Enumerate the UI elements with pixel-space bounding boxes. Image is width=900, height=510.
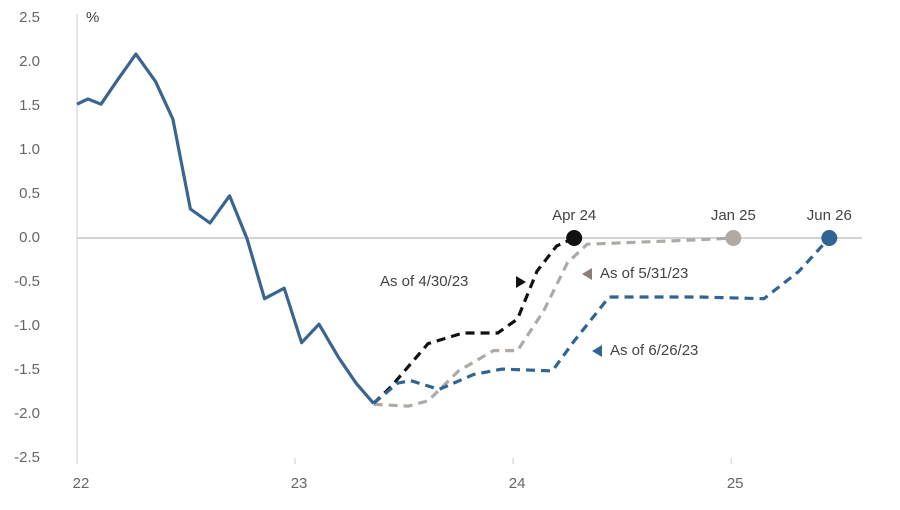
pointer xyxy=(592,345,602,357)
y-tick-label: 0.5 xyxy=(19,185,40,202)
y-tick-label: -1.0 xyxy=(14,317,40,334)
pointer xyxy=(582,268,592,280)
y-tick-label: 0.0 xyxy=(19,229,40,246)
y-tick-label: -2.5 xyxy=(14,449,40,466)
end-label: Jan 25 xyxy=(711,207,756,224)
x-tick-label: 25 xyxy=(727,475,744,492)
x-tick-label: 23 xyxy=(291,475,308,492)
y-tick-label: -0.5 xyxy=(14,273,40,290)
y-tick-label: 2.5 xyxy=(19,9,40,26)
end-label: Jun 26 xyxy=(807,207,852,224)
y-unit: % xyxy=(86,9,99,26)
end-point xyxy=(566,230,583,246)
series-label: As of 4/30/23 xyxy=(380,273,468,290)
end-point xyxy=(821,230,838,246)
y-tick-label: 1.5 xyxy=(19,97,40,114)
y-tick-label: -1.5 xyxy=(14,361,40,378)
series-label: As of 6/26/23 xyxy=(610,342,698,359)
series-line xyxy=(372,236,575,405)
series-line xyxy=(76,52,375,405)
x-tick-label: 24 xyxy=(509,475,526,492)
x-tick-label: 22 xyxy=(73,475,90,492)
end-point xyxy=(725,230,742,246)
end-label: Apr 24 xyxy=(552,207,596,224)
pointer xyxy=(516,276,526,288)
y-tick-label: 1.0 xyxy=(19,141,40,158)
y-tick-label: 2.0 xyxy=(19,53,40,70)
y-tick-label: -2.0 xyxy=(14,405,40,422)
series-label: As of 5/31/23 xyxy=(600,265,688,282)
series-line xyxy=(372,236,831,405)
series-line xyxy=(373,236,734,408)
